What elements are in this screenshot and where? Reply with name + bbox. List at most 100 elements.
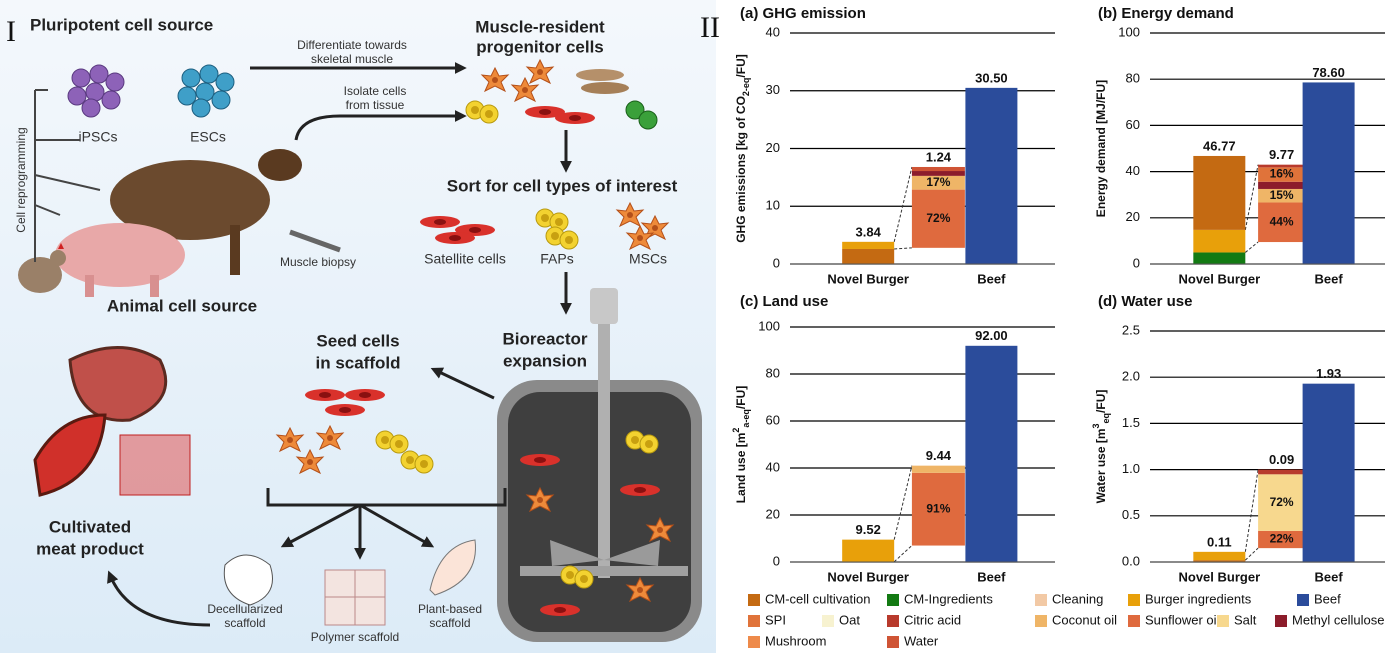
legend-swatch	[1128, 615, 1140, 627]
cell	[305, 389, 345, 401]
y-tick-label: 80	[1126, 71, 1140, 86]
y-axis-label-part: /FU]	[1094, 390, 1108, 413]
cell	[540, 604, 580, 616]
legend-label: Methyl cellulose	[1292, 612, 1385, 627]
bar-segment: CM-cell cultivation	[842, 248, 895, 264]
arrow	[280, 503, 361, 548]
connector	[893, 545, 913, 563]
connector	[1244, 164, 1259, 230]
y-tick-label: 2.0	[1122, 369, 1140, 384]
connector	[1245, 241, 1259, 253]
y-tick-label: 20	[766, 140, 780, 155]
bar-segment: CM-cell cultivation	[1193, 560, 1246, 562]
legend-swatch	[1297, 594, 1309, 606]
y-tick-label: 20	[766, 506, 780, 521]
label: Isolate cells	[344, 84, 407, 98]
breakdown-segment: Sunflower oil	[1258, 202, 1306, 243]
total-label: 0.11	[1207, 534, 1232, 549]
y-tick-label: 10	[766, 198, 780, 213]
y-tick-label: 100	[1118, 24, 1140, 39]
y-axis-label-part: 2	[731, 428, 741, 433]
legend-label: Beef	[1314, 591, 1341, 606]
breakdown-segment: Coconut oil	[911, 175, 965, 190]
label: FAPs	[540, 251, 573, 267]
legend-swatch	[1275, 615, 1287, 627]
legend-label: Coconut oil	[1052, 612, 1117, 627]
connector	[1244, 547, 1259, 561]
y-axis-label-part: Water use [m	[1094, 428, 1108, 503]
legend-label: Water	[904, 633, 939, 648]
legend-label: CM-Ingredients	[904, 591, 993, 606]
heading: Muscle-resident	[475, 17, 605, 36]
arrow	[430, 367, 495, 400]
legend-swatch	[887, 594, 899, 606]
breakdown-segment: Methyl cellulose	[1258, 181, 1306, 189]
legend-label: Citric acid	[904, 612, 961, 627]
bar-segment: Beef	[965, 87, 1018, 264]
label: skeletal muscle	[311, 52, 393, 66]
heading: Sort for cell types of interest	[447, 176, 678, 195]
breakdown-segment: Methyl cellulose	[911, 171, 965, 176]
label: from tissue	[346, 98, 405, 112]
y-axis-label-part: 3	[1091, 423, 1101, 428]
y-tick-label: 1.5	[1122, 415, 1140, 430]
cell	[520, 454, 560, 466]
y-axis-label-part: GHG emissions [kg of CO	[734, 96, 748, 243]
cell	[576, 69, 624, 81]
percent-label: 44%	[1270, 214, 1294, 228]
x-tick-label: Beef	[1315, 569, 1344, 584]
label: Differentiate towards	[297, 38, 407, 52]
bar-segment: CM-Ingredients	[1193, 252, 1246, 264]
legend-swatch	[822, 615, 834, 627]
x-tick-label: Novel Burger	[1179, 271, 1261, 286]
total-label: 30.50	[975, 70, 1008, 85]
y-tick-label: 0	[773, 553, 780, 568]
cell	[620, 484, 660, 496]
animals	[18, 149, 341, 297]
meat-icons	[33, 346, 191, 497]
y-tick-label: 80	[766, 365, 780, 380]
y-tick-label: 60	[1126, 117, 1140, 132]
legend-label: Burger ingredients	[1145, 591, 1252, 606]
label: ESCs	[190, 129, 226, 145]
breakdown-label: 1.24	[926, 149, 952, 164]
legend-swatch	[748, 636, 760, 648]
y-tick-label: 20	[1126, 209, 1140, 224]
cell	[555, 112, 595, 124]
percent-label: 17%	[926, 175, 950, 189]
legend-label: Oat	[839, 612, 860, 627]
y-axis-label: Energy demand [MJ/FU]	[1094, 80, 1108, 217]
bar-segment: Burger ingredients	[842, 241, 895, 249]
y-tick-label: 40	[1126, 163, 1140, 178]
y-tick-label: 100	[758, 318, 780, 333]
cell	[581, 82, 629, 94]
arrow	[359, 503, 435, 548]
legend-swatch	[887, 636, 899, 648]
y-tick-label: 30	[766, 82, 780, 97]
breakdown-label: 0.09	[1269, 452, 1294, 467]
legend-swatch	[748, 594, 760, 606]
percent-label: 91%	[926, 501, 950, 515]
bar-segment: Burger ingredients	[1193, 229, 1246, 253]
bar-segment: CM-cell cultivation	[1193, 155, 1246, 230]
bar-segment: Beef	[1302, 383, 1355, 562]
heading: Cultivated	[49, 517, 131, 536]
x-tick-label: Novel Burger	[827, 569, 909, 584]
label: MSCs	[629, 251, 667, 267]
legend-label: Mushroom	[765, 633, 826, 648]
y-axis-label-part: Land use [m	[734, 433, 748, 504]
breakdown-segment: Citric acid	[1258, 469, 1306, 475]
heading: Pluripotent cell source	[30, 15, 213, 34]
connector	[893, 465, 913, 540]
label: scaffold	[429, 616, 470, 630]
y-tick-label: 0.0	[1122, 553, 1140, 568]
y-axis-label: Water use [m3eq/FU]	[1091, 390, 1111, 504]
legend-swatch	[1035, 594, 1047, 606]
y-axis-label-part: Energy demand [MJ/FU]	[1094, 80, 1108, 217]
total-label: 46.77	[1203, 138, 1236, 153]
chart-title: (a) GHG emission	[740, 5, 866, 22]
x-tick-label: Beef	[977, 271, 1006, 286]
bar-segment: Burger ingredients	[842, 539, 895, 562]
x-tick-label: Novel Burger	[827, 271, 909, 286]
breakdown-segment: Sunflower oil	[911, 472, 965, 546]
